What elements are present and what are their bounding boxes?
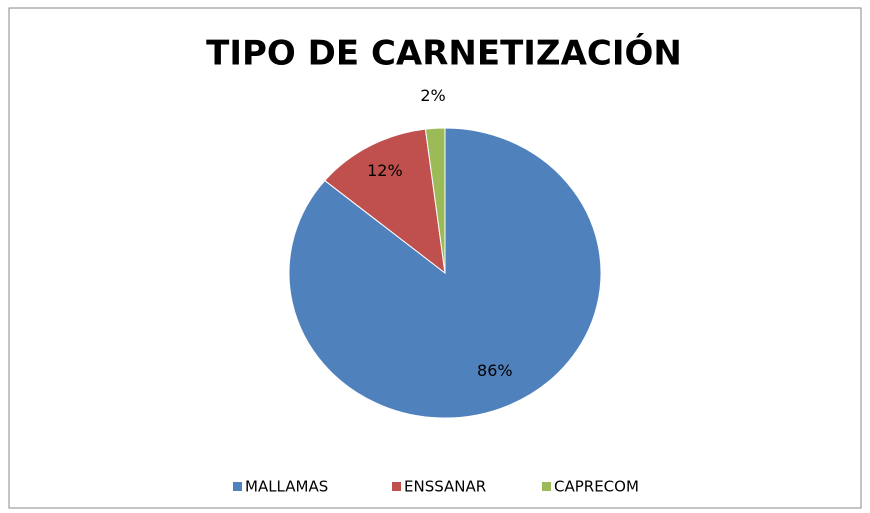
legend-label: CAPRECOM — [554, 478, 639, 496]
legend-label: ENSSANAR — [404, 478, 486, 496]
legend-label: MALLAMAS — [245, 478, 328, 496]
pie-slice — [324, 128, 446, 275]
legend-swatch — [392, 482, 401, 491]
data-label: 2% — [420, 86, 445, 105]
data-label: 12% — [367, 161, 403, 180]
pie-slice — [424, 127, 446, 274]
data-label: 86% — [477, 361, 513, 380]
legend-swatch — [233, 482, 242, 491]
chart-title: TIPO DE CARNETIZACIÓN — [206, 33, 682, 74]
legend-swatch — [542, 482, 551, 491]
